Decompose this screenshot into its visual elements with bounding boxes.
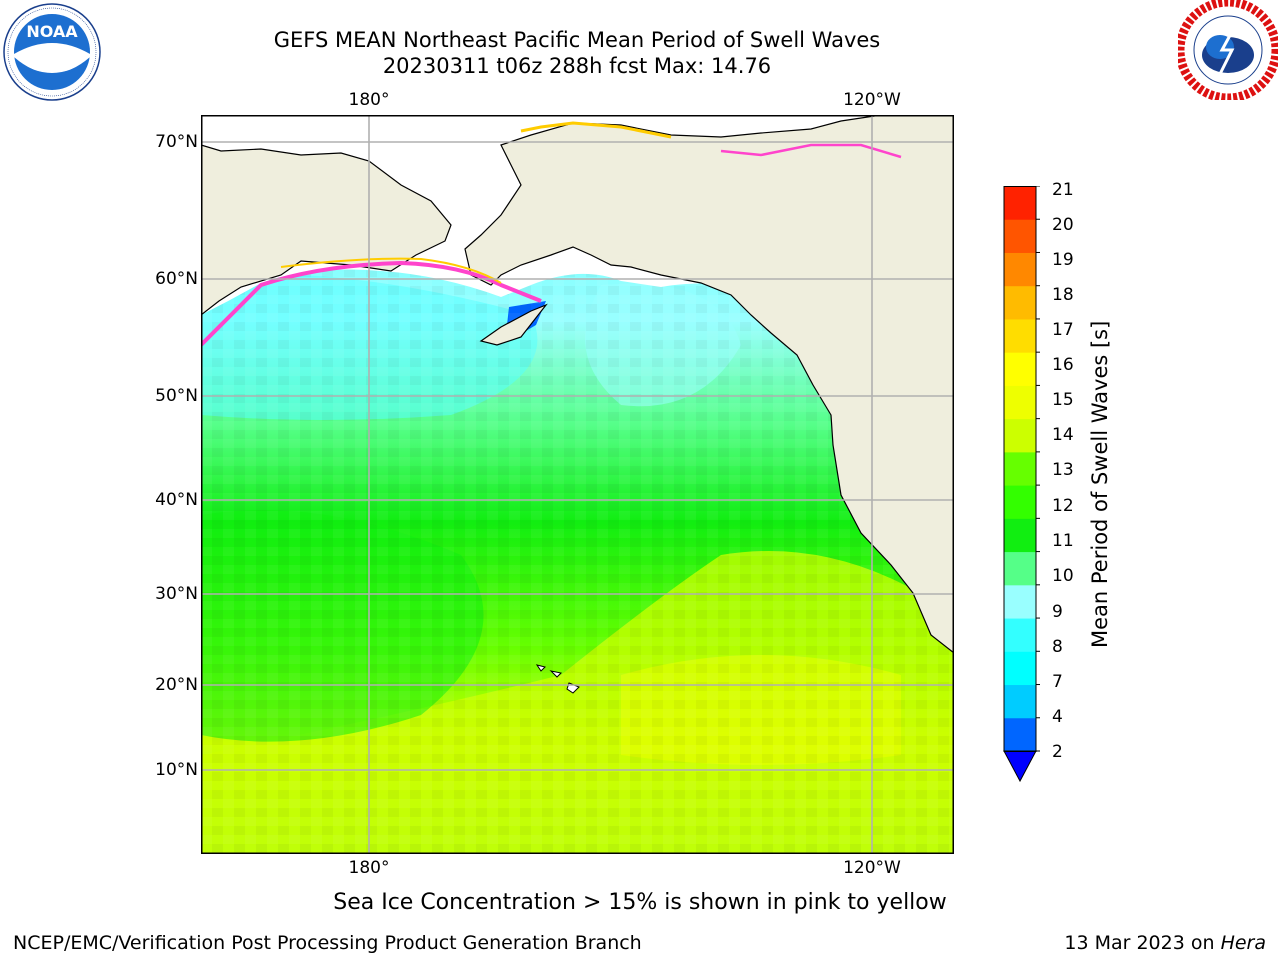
colorbar-segment <box>1004 352 1036 386</box>
colorbar-tick: 14 <box>1052 425 1074 445</box>
lat-tick-10n: 10°N <box>155 760 198 780</box>
colorbar-tick: 19 <box>1052 250 1074 270</box>
colorbar-tick: 20 <box>1052 215 1074 235</box>
colorbar-segment <box>1004 186 1036 220</box>
colorbar-segment <box>1004 717 1036 752</box>
colorbar-tick: 18 <box>1052 285 1074 305</box>
colorbar-segment <box>1004 318 1036 353</box>
colorbar-segment <box>1004 485 1036 519</box>
footer-date: 13 Mar 2023 on Hera <box>1064 932 1266 954</box>
colorbar-tick: 13 <box>1052 460 1074 480</box>
colorbar-segment <box>1004 219 1036 253</box>
footer-branch: NCEP/EMC/Verification Post Processing Pr… <box>13 932 642 954</box>
colorbar-segment <box>1004 684 1036 719</box>
svg-text:NOAA: NOAA <box>26 22 78 41</box>
lon-tick-bottom-120w: 120°W <box>843 858 901 878</box>
nws-logo <box>1175 0 1280 103</box>
noaa-logo: NOAA <box>2 2 102 102</box>
colorbar-segment <box>1004 518 1036 553</box>
colorbar-tick: 11 <box>1052 531 1074 551</box>
colorbar-tick: 7 <box>1052 672 1063 692</box>
footer-date-text: 13 Mar 2023 on <box>1064 932 1221 954</box>
colorbar-frame <box>1003 186 1037 752</box>
map-title: GEFS MEAN Northeast Pacific Mean Period … <box>273 28 881 52</box>
colorbar-segment <box>1004 651 1036 686</box>
lon-tick-bottom-180: 180° <box>348 858 390 878</box>
map-subtitle: 20230311 t06z 288h fcst Max: 14.76 <box>382 54 772 78</box>
footer-machine: Hera <box>1220 932 1266 954</box>
colorbar-tick: 12 <box>1052 496 1074 516</box>
colorbar-tick: 4 <box>1052 707 1063 727</box>
colorbar-segment <box>1004 285 1036 320</box>
colorbar-segment <box>1004 418 1036 453</box>
lat-tick-30n: 30°N <box>155 584 198 604</box>
colorbar-segment <box>1004 618 1036 652</box>
colorbar-segment <box>1004 385 1036 420</box>
colorbar-tick: 17 <box>1052 320 1074 340</box>
north-america-land <box>464 114 955 655</box>
lat-tick-70n: 70°N <box>155 132 198 152</box>
lat-tick-20n: 20°N <box>155 675 198 695</box>
colorbar-tick: 2 <box>1052 742 1063 762</box>
map-frame <box>201 115 954 854</box>
colorbar-tick: 16 <box>1052 355 1074 375</box>
colorbar-tick: 21 <box>1052 180 1074 200</box>
colorbar-label: Mean Period of Swell Waves [s] <box>1088 320 1112 648</box>
lat-tick-40n: 40°N <box>155 490 198 510</box>
colorbar-ticks: 21 20 19 18 17 16 15 14 13 12 11 10 9 8 … <box>1052 0 1092 960</box>
colorbar <box>1000 185 1040 786</box>
sea-ice-caption: Sea Ice Concentration > 15% is shown in … <box>333 890 947 915</box>
colorbar-tick: 9 <box>1052 602 1063 622</box>
siberia-land <box>200 144 452 317</box>
colorbar-segment <box>1004 451 1036 486</box>
colorbar-tick: 10 <box>1052 566 1074 586</box>
colorbar-segment <box>1004 551 1036 586</box>
colorbar-tick: 15 <box>1052 390 1074 410</box>
map-panel <box>199 114 955 854</box>
colorbar-tick: 8 <box>1052 637 1063 657</box>
colorbar-under-arrow <box>1003 750 1037 783</box>
lat-tick-50n: 50°N <box>155 386 198 406</box>
colorbar-segment <box>1004 252 1036 287</box>
graticule <box>201 115 954 854</box>
lon-tick-top-120w: 120°W <box>843 90 901 110</box>
lon-tick-top-180: 180° <box>348 90 390 110</box>
lat-tick-60n: 60°N <box>155 269 198 289</box>
sea-ice-edge <box>199 260 542 347</box>
colorbar-segment <box>1004 584 1036 619</box>
